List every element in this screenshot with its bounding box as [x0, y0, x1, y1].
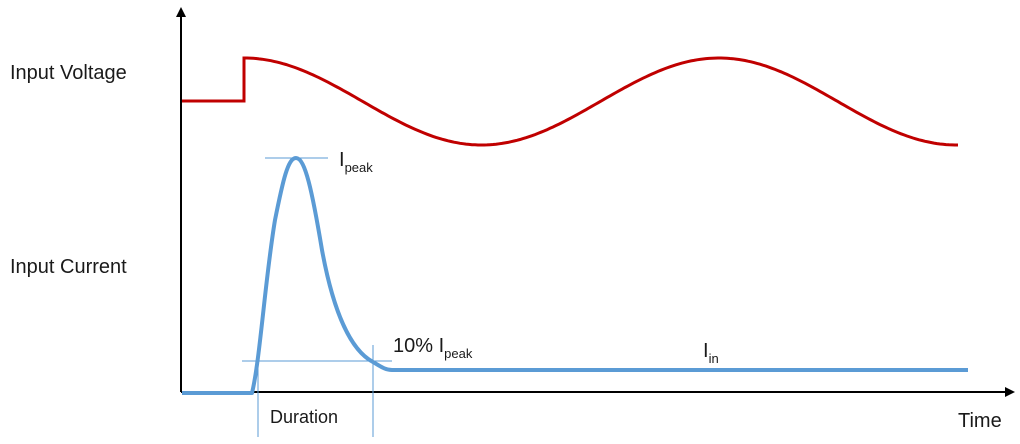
i-peak-label: Ipeak: [339, 149, 373, 175]
input-current-label: Input Current: [10, 256, 127, 278]
voltage-waveform: [182, 56, 958, 147]
time-label: Time: [958, 410, 1002, 432]
ten-percent-peak-label: 10% Ipeak: [393, 335, 473, 361]
i-in-label: Iin: [703, 340, 719, 366]
current-waveform: [182, 156, 968, 395]
duration-label: Duration: [270, 407, 338, 427]
input-voltage-label: Input Voltage: [10, 62, 127, 84]
